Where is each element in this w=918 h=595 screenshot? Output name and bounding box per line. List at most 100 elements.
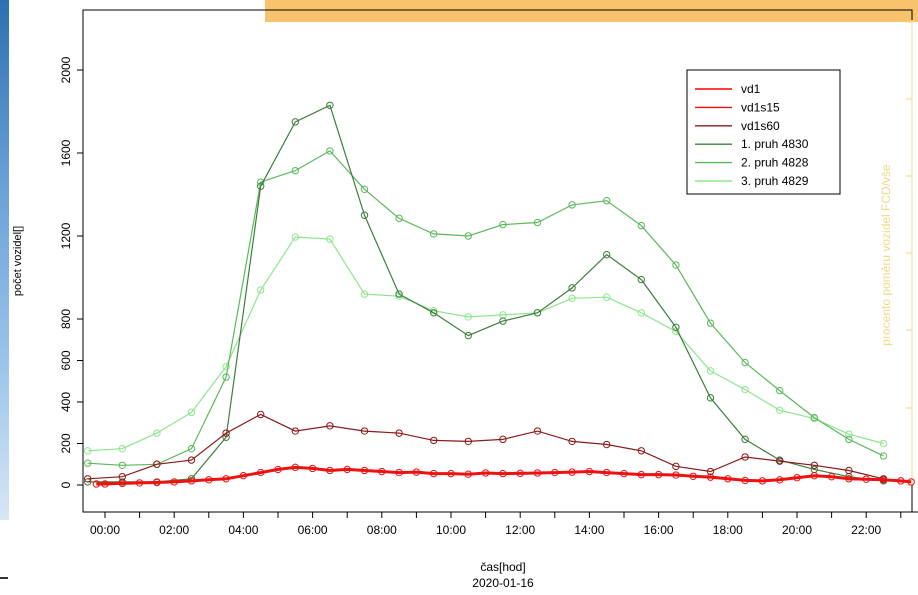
x-tick-label: 16:00 <box>644 523 674 537</box>
data-point-1 <box>464 470 472 478</box>
x-tick-label: 20:00 <box>782 523 812 537</box>
data-point-5 <box>84 447 92 455</box>
data-point-3 <box>637 275 645 284</box>
series-line-1 <box>96 465 912 486</box>
series-line-5 <box>87 236 884 452</box>
data-point-1 <box>222 475 230 483</box>
data-point-1 <box>378 467 386 476</box>
data-point-1 <box>430 469 438 478</box>
data-point-2 <box>776 457 784 465</box>
x-tick-label: 02:00 <box>159 523 189 537</box>
data-point-1 <box>758 477 767 485</box>
data-point-3 <box>326 101 334 109</box>
y2-axis-label: procento poměru vozidel FCD/vše <box>879 164 893 346</box>
data-point-3 <box>430 309 438 317</box>
data-point-3 <box>464 331 472 340</box>
data-point-1 <box>257 468 265 477</box>
header-banner <box>265 0 918 22</box>
data-point-1 <box>118 479 127 488</box>
data-point-4 <box>499 220 507 229</box>
data-point-1 <box>516 469 524 478</box>
data-point-1 <box>827 473 836 481</box>
x-tick-label: 22:00 <box>851 523 881 537</box>
data-point-4 <box>810 413 818 422</box>
data-point-2 <box>672 462 680 471</box>
data-point-2 <box>741 453 749 461</box>
data-point-2 <box>84 475 92 483</box>
data-point-2 <box>637 447 645 455</box>
data-point-1 <box>481 469 490 477</box>
data-point-1 <box>308 464 317 473</box>
data-point-3 <box>360 211 369 219</box>
data-point-4 <box>533 218 542 227</box>
data-point-2 <box>326 422 334 430</box>
data-point-1 <box>654 470 663 479</box>
x-tick-label: 08:00 <box>367 523 397 537</box>
legend-box <box>686 69 841 195</box>
legend-label: 3. pruh 4829 <box>741 174 809 188</box>
y-tick-label: 600 <box>59 350 73 370</box>
legend-label: vd1s15 <box>741 100 780 114</box>
data-point-4 <box>776 386 784 395</box>
data-point-3 <box>568 284 576 292</box>
data-point-3 <box>672 323 680 331</box>
y-tick-label: 400 <box>59 392 73 412</box>
data-point-1 <box>153 478 161 487</box>
data-point-1 <box>92 480 101 488</box>
data-point-3 <box>533 309 542 317</box>
x-tick-label: 14:00 <box>574 523 604 537</box>
data-point-4 <box>187 444 196 453</box>
data-point-5 <box>464 313 472 321</box>
data-point-1 <box>568 468 576 476</box>
data-point-1 <box>135 479 144 487</box>
x-tick-label: 10:00 <box>436 523 466 537</box>
data-point-1 <box>672 471 680 479</box>
data-point-1 <box>637 470 645 479</box>
data-point-4 <box>845 435 853 444</box>
data-point-5 <box>568 294 576 302</box>
x-tick-label: 04:00 <box>228 523 258 537</box>
series-line-3 <box>87 104 884 483</box>
data-point-1 <box>845 475 853 483</box>
legend-label: 1. pruh 4830 <box>741 137 809 151</box>
data-point-1 <box>897 477 905 485</box>
data-point-1 <box>724 475 732 483</box>
data-point-5 <box>222 363 230 371</box>
data-point-3 <box>395 290 403 298</box>
data-point-3 <box>499 317 507 325</box>
data-point-1 <box>603 468 611 477</box>
x-tick-label: 12:00 <box>505 523 535 537</box>
data-point-4 <box>118 461 127 469</box>
data-point-2 <box>810 461 818 469</box>
data-point-1 <box>551 468 559 477</box>
data-point-1 <box>533 469 542 477</box>
y-tick-label: 2000 <box>59 56 73 83</box>
data-point-3 <box>291 118 299 126</box>
data-point-5 <box>637 309 645 317</box>
data-point-5 <box>291 233 299 241</box>
data-point-2 <box>706 467 715 476</box>
edge-mark <box>0 577 8 579</box>
data-point-2 <box>533 427 542 435</box>
data-point-2 <box>430 436 438 445</box>
data-point-2 <box>603 440 611 449</box>
data-point-2 <box>187 456 196 464</box>
data-point-5 <box>326 235 334 243</box>
data-point-5 <box>776 406 784 414</box>
data-point-4 <box>84 459 92 467</box>
data-point-1 <box>499 469 507 478</box>
data-point-4 <box>568 201 576 209</box>
data-point-4 <box>291 166 299 175</box>
data-point-5 <box>187 408 196 417</box>
data-point-5 <box>741 385 749 394</box>
data-point-3 <box>603 250 611 259</box>
x-axis-sublabel: 2020-01-16 <box>472 576 534 590</box>
data-point-1 <box>862 475 870 483</box>
data-point-1 <box>170 478 178 486</box>
data-point-4 <box>464 232 472 240</box>
data-point-5 <box>257 286 265 294</box>
data-point-1 <box>907 478 915 486</box>
data-point-1 <box>793 474 801 482</box>
data-point-4 <box>360 185 369 194</box>
